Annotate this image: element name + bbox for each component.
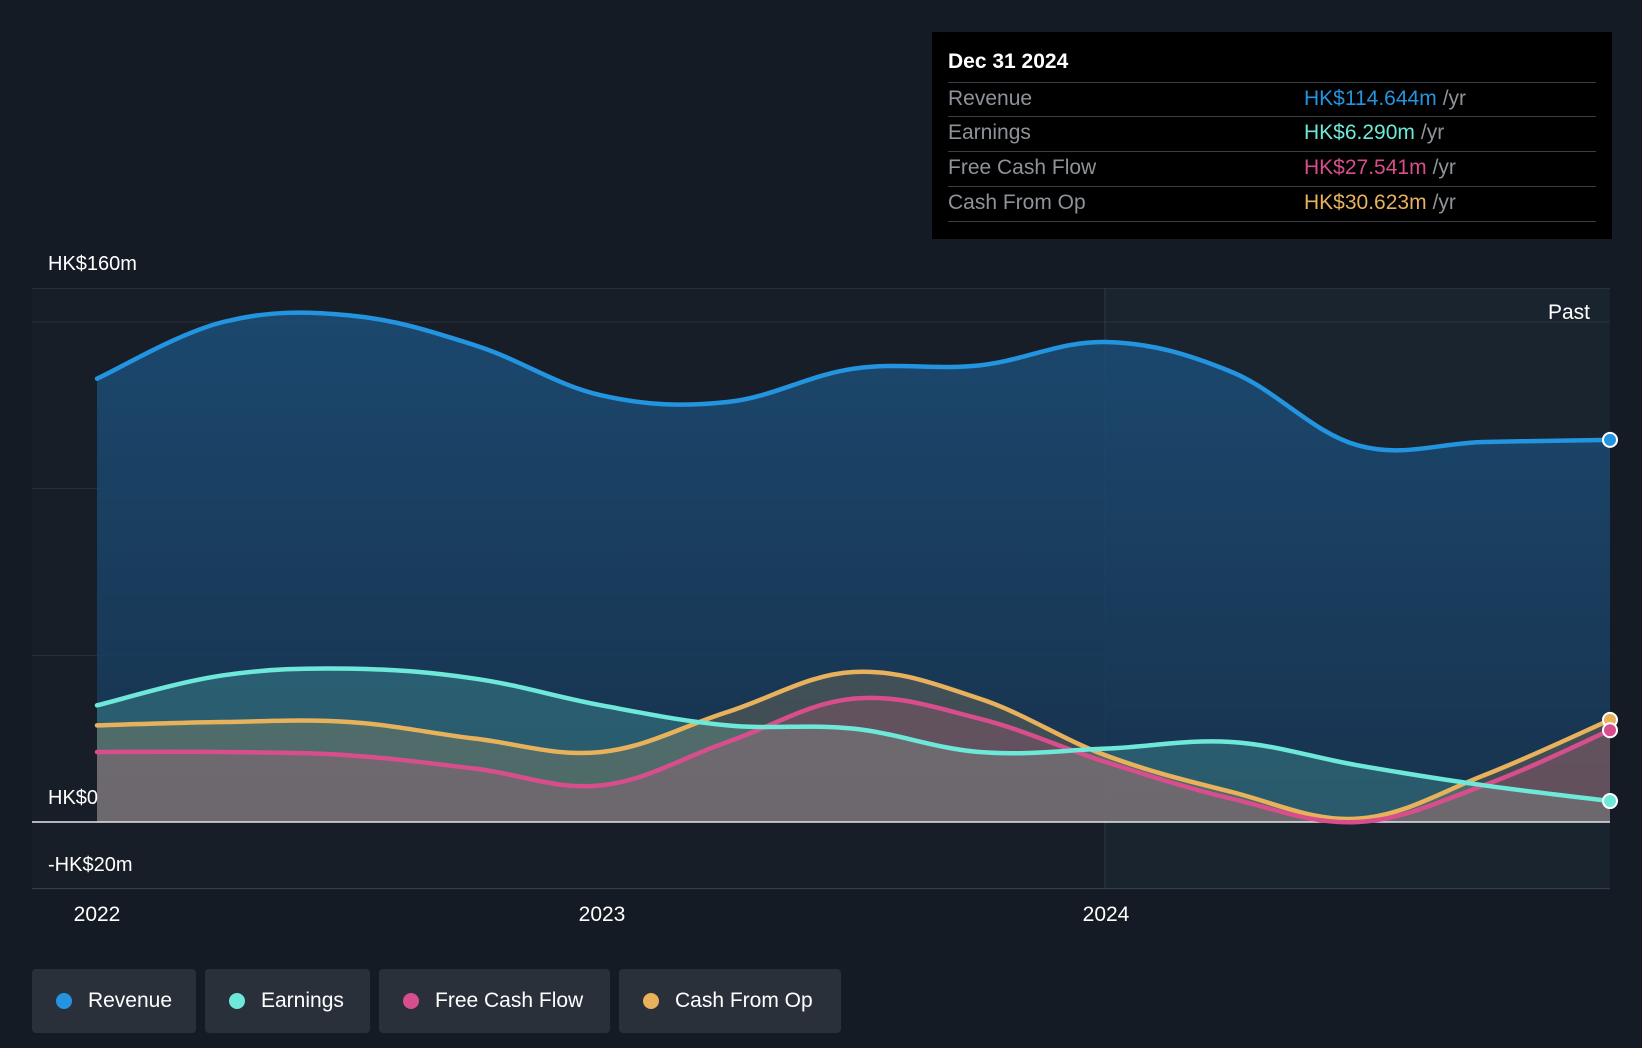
past-label: Past: [1548, 301, 1591, 324]
x-tick-label-2022: 2022: [73, 903, 121, 926]
tooltip-unit: /yr: [1432, 191, 1456, 214]
tooltip-label: Revenue: [948, 87, 1033, 110]
tooltip-number: HK$6.290m: [1304, 121, 1415, 144]
tooltip-label: Earnings: [948, 121, 1031, 144]
legend-label: Revenue: [87, 989, 172, 1012]
series-areas: [97, 312, 1610, 823]
legend-label: Cash From Op: [675, 989, 813, 1012]
x-tick-label-2023: 2023: [578, 903, 626, 926]
tooltip-number: HK$27.541m: [1304, 156, 1427, 179]
legend: Revenue Earnings Free Cash Flow Cash Fro…: [32, 969, 841, 1033]
tooltip-row-cash-from-op: Cash From Op HK$30.623m/yr: [948, 186, 1596, 222]
end-dot-revenue: [1602, 431, 1618, 448]
legend-item-cash-from-op[interactable]: Cash From Op: [619, 969, 841, 1033]
line-free-cash-flow: [94, 695, 1613, 825]
end-dot-free-cash-flow: [1602, 722, 1618, 739]
y-tick-label-zero: HK$0: [48, 787, 99, 809]
tooltip-row-revenue: Revenue HK$114.644m/yr: [948, 82, 1596, 117]
legend-dot-icon: [643, 993, 659, 1009]
tooltip-row-earnings: Earnings HK$6.290m/yr: [948, 116, 1596, 151]
area-revenue: [97, 312, 1610, 822]
legend-item-revenue[interactable]: Revenue: [32, 969, 196, 1033]
tooltip-value: HK$27.541m/yr: [1304, 156, 1456, 180]
tooltip-unit: /yr: [1442, 87, 1467, 110]
tooltip-label: Cash From Op: [948, 191, 1086, 214]
line-earnings: [94, 666, 1613, 804]
area-free-cash-flow: [97, 697, 1610, 823]
series-lines: [32, 310, 1613, 825]
legend-dot-icon: [229, 993, 245, 1009]
legend-dot-icon: [403, 993, 419, 1009]
area-earnings: [97, 668, 1610, 822]
end-dot-earnings: [1602, 793, 1618, 810]
legend-item-free-cash-flow[interactable]: Free Cash Flow: [379, 969, 610, 1033]
tooltip-date: Dec 31 2024: [948, 50, 1069, 73]
tooltip-unit: /yr: [1420, 121, 1445, 144]
legend-label: Earnings: [261, 989, 344, 1012]
line-revenue: [94, 310, 1613, 453]
tooltip: Dec 31 2024 Revenue HK$114.644m/yr Earni…: [932, 32, 1612, 239]
tooltip-value: HK$30.623m/yr: [1304, 191, 1456, 215]
area-cash-from-op: [97, 671, 1610, 822]
tooltip-number: HK$114.644m: [1304, 87, 1437, 110]
y-tick-label-bottom: -HK$20m: [48, 854, 133, 876]
tooltip-label: Free Cash Flow: [948, 156, 1097, 179]
y-tick-label-top: HK$160m: [48, 253, 137, 275]
tooltip-value: HK$6.290m/yr: [1304, 121, 1444, 145]
series-end-dots: [1602, 431, 1618, 810]
legend-label: Free Cash Flow: [435, 989, 584, 1012]
tooltip-value: HK$114.644m/yr: [1304, 87, 1466, 111]
legend-dot-icon: [56, 993, 72, 1009]
line-cash-from-op: [94, 669, 1613, 822]
tooltip-unit: /yr: [1432, 156, 1456, 179]
tooltip-number: HK$30.623m: [1304, 191, 1427, 214]
tooltip-row-free-cash-flow: Free Cash Flow HK$27.541m/yr: [948, 151, 1596, 186]
x-tick-label-2024: 2024: [1082, 903, 1130, 926]
legend-item-earnings[interactable]: Earnings: [205, 969, 370, 1033]
